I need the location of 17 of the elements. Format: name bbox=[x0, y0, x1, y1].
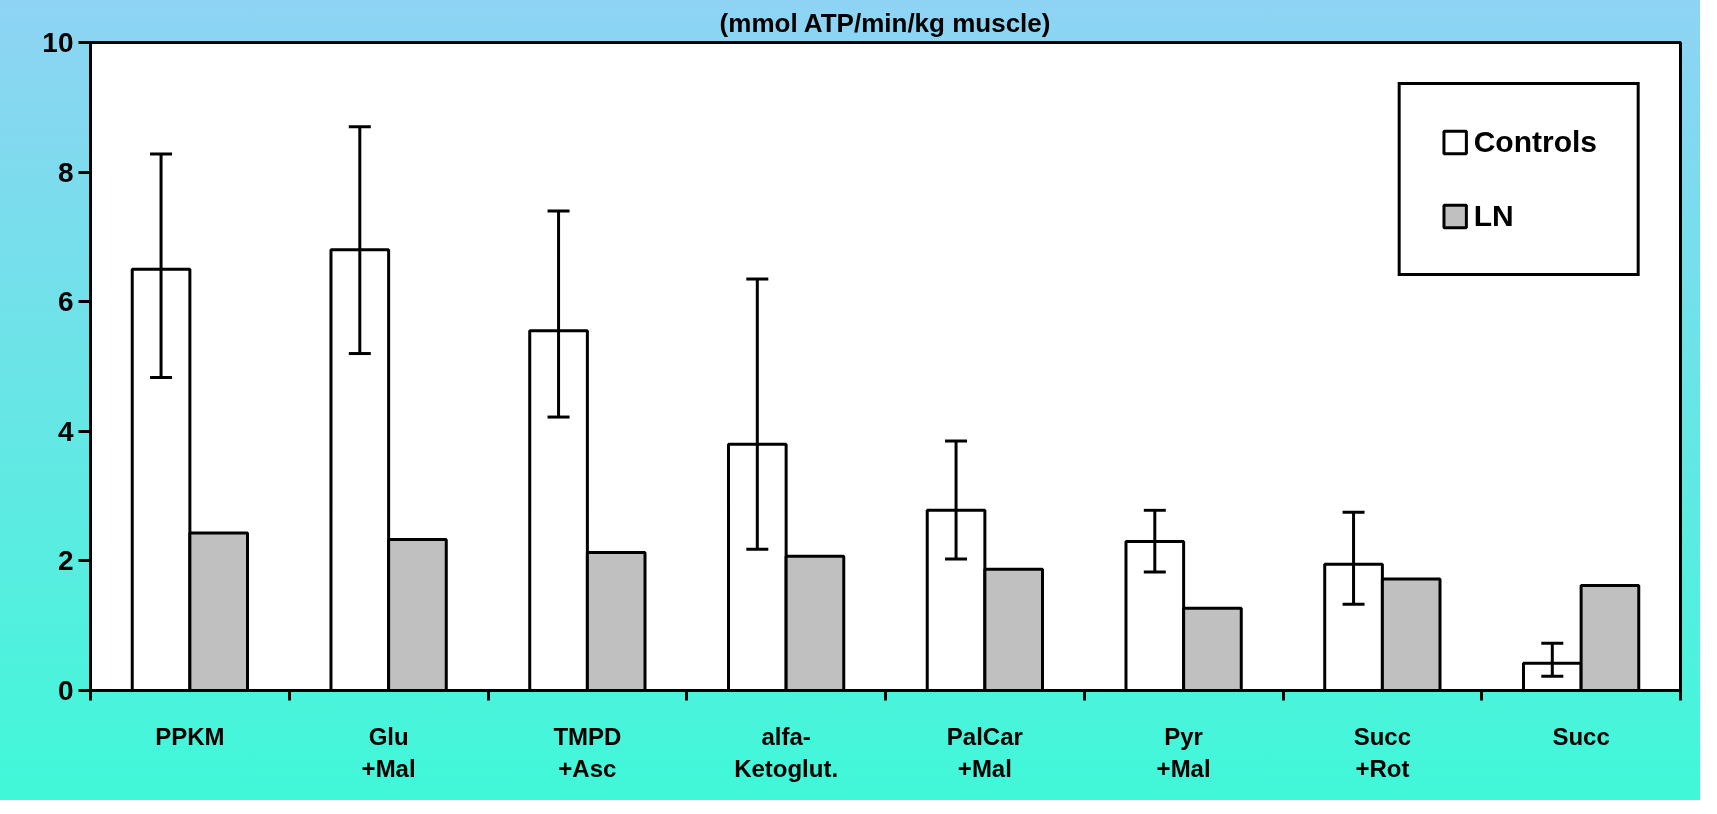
chart-title: (mmol ATP/min/kg muscle) bbox=[719, 7, 1051, 38]
y-tick-label: 0 bbox=[57, 675, 74, 706]
legend-label: LN bbox=[1473, 199, 1514, 233]
y-tick-label: 8 bbox=[57, 156, 74, 188]
x-tick-label: TMPD +Asc bbox=[553, 722, 622, 782]
y-tick-label: 4 bbox=[57, 415, 74, 447]
x-tick-label: Pyr +Mal bbox=[1156, 722, 1211, 782]
y-tick-label: 6 bbox=[57, 286, 74, 318]
x-tick-label: alfa- Ketoglut. bbox=[734, 722, 839, 782]
x-tick-label: Glu +Mal bbox=[361, 722, 416, 782]
x-tick-label: PPKM bbox=[155, 722, 225, 750]
legend-label: Controls bbox=[1473, 125, 1597, 159]
x-tick-label: Succ +Rot bbox=[1353, 722, 1412, 782]
y-tick-label: 10 bbox=[42, 27, 74, 58]
x-tick-label: Succ bbox=[1552, 722, 1610, 750]
x-tick-label: PalCar +Mal bbox=[946, 722, 1023, 782]
y-tick-label: 2 bbox=[57, 545, 74, 577]
